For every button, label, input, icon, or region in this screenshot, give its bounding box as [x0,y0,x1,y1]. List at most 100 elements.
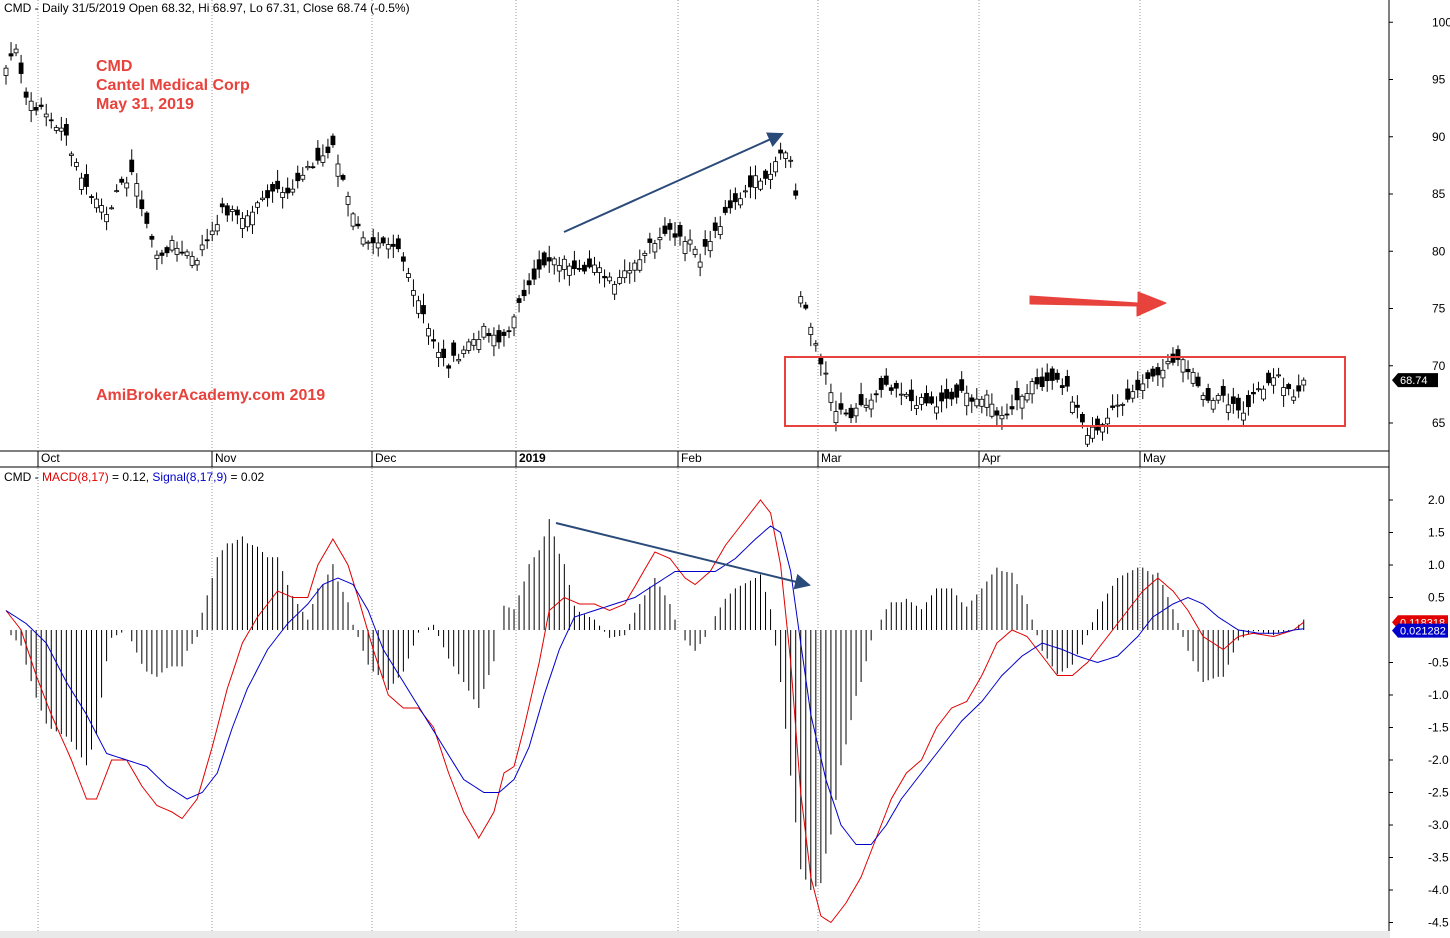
candle-body [1085,435,1090,445]
macd-y-tick-label: -4.0 [1428,883,1449,897]
candle-body [652,243,658,253]
candle-body [577,268,582,270]
candle-body [204,239,210,242]
candle-body [582,264,587,272]
candle-body [285,187,291,194]
candle-body [712,222,718,231]
candle-body [798,296,804,304]
candle-body [124,182,130,189]
candle-body [395,238,401,250]
sheet-tab-strip[interactable] [0,931,1390,938]
candle-body [974,398,980,407]
candle-body [1155,367,1161,376]
candle-body [597,267,602,273]
candle-body [743,190,748,193]
candle-body [727,200,733,209]
candle-body [275,180,281,190]
candle-body [441,348,447,358]
candle-body [592,264,597,273]
candle-body [320,155,326,163]
candle-body [280,192,286,198]
candle-body [1125,388,1131,400]
candle-body [1064,375,1070,387]
candle-body [1175,349,1181,360]
candle-body [526,280,532,286]
candle-body [1220,385,1226,396]
candle-body [330,135,336,146]
candle-body [18,62,24,74]
macd-header-symbol: CMD [4,470,32,484]
x-tick-label-mar: Mar [821,451,842,465]
candle-body [400,256,406,262]
candle-body [255,202,260,208]
candle-body [662,225,668,234]
candle-body [778,149,784,154]
candle-body [1190,372,1196,384]
candle-body [194,260,200,266]
candle-body [1266,372,1271,384]
macd-y-tick-label: 0.5 [1428,591,1445,605]
candle-body [350,213,356,227]
candle-body [984,394,990,408]
price-y-tick-label: 100 [1432,15,1450,29]
candle-body [466,341,472,351]
candle-body [79,177,84,190]
candle-body [8,53,14,57]
candle-body [310,166,316,169]
last-close-marker [1392,373,1438,388]
candle-body [461,349,467,354]
candle-body [1004,413,1010,416]
candle-body [516,298,522,303]
candle-body [416,300,421,314]
candle-body [1271,377,1276,386]
candle-body [813,343,819,346]
price-header-symbol: CMD [4,1,32,15]
candle-body [240,218,245,229]
price-trend-line [563,132,784,233]
candle-body [793,190,799,196]
candle-body [561,258,567,270]
annotation-watermark: AmiBrokerAcademy.com 2019 [96,387,326,404]
macd-line [5,499,1305,924]
candle-body [199,244,205,251]
signal-value-marker [1392,623,1448,638]
candle-body [114,190,120,193]
candle-body [1145,372,1151,379]
candle-body [68,153,74,156]
candle-body [405,273,411,278]
macd-y-tick-label: -1.5 [1428,721,1449,735]
candle-body [250,211,255,226]
candle-body [506,330,512,333]
price-header-info: - Daily 31/5/2019 Open 68.32, Hi 68.97, … [34,1,410,15]
candle-body [164,247,170,254]
candle-body [717,226,723,235]
candle-body [909,389,914,402]
candle-body [1281,387,1287,397]
candle-body [209,230,215,236]
candle-body [154,254,160,259]
x-tick-label-oct: Oct [41,451,60,465]
price-header: CMD - Daily 31/5/2019 Open 68.32, Hi 68.… [4,1,410,15]
price-y-tick-label: 95 [1432,73,1446,87]
candle-body [898,393,904,396]
candle-body [1039,376,1045,387]
candle-body [1009,406,1015,410]
candle-body [783,152,789,159]
candle-body [38,104,44,107]
candle-body [456,358,462,362]
candle-body [48,119,54,122]
candle-body [28,100,34,111]
candle-body [768,173,773,180]
macd-y-tick-label: -0.5 [1428,656,1449,670]
candle-body [234,209,240,216]
candle-body [189,256,195,266]
candle-body [1150,368,1156,377]
candle-body [969,397,975,402]
price-y-tick-label: 90 [1432,130,1446,144]
candle-body [446,365,452,369]
candle-body [1291,396,1297,401]
candle-body [999,415,1005,420]
candle-body [1074,404,1080,408]
candle-body [667,223,673,230]
